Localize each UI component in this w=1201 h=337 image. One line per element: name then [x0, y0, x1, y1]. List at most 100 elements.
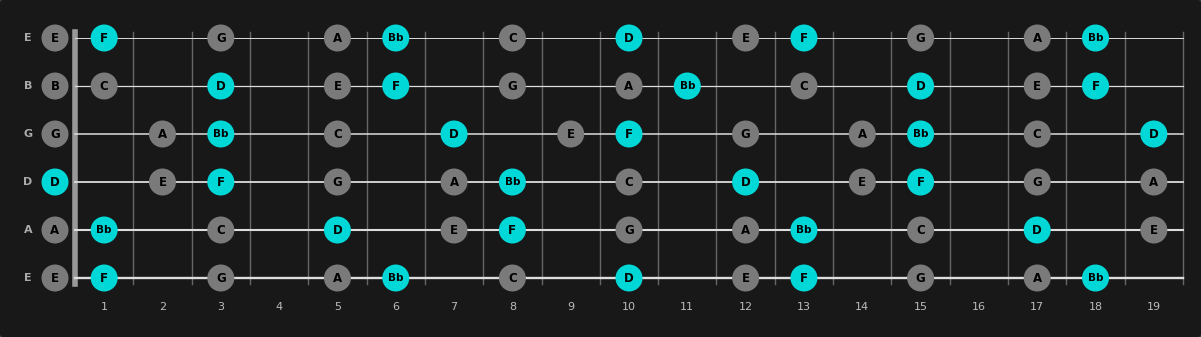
Text: C: C [800, 80, 808, 92]
Circle shape [382, 265, 410, 292]
Circle shape [324, 168, 351, 195]
Text: F: F [508, 223, 516, 237]
Circle shape [324, 216, 351, 244]
Circle shape [208, 72, 234, 99]
Circle shape [90, 265, 118, 292]
Circle shape [615, 72, 643, 99]
Text: 13: 13 [797, 302, 811, 312]
Text: A: A [1033, 272, 1041, 284]
Text: D: D [23, 177, 32, 187]
Circle shape [1023, 265, 1051, 292]
Text: 2: 2 [159, 302, 166, 312]
Ellipse shape [327, 131, 352, 145]
Text: Bb: Bb [388, 33, 404, 43]
Circle shape [1082, 265, 1109, 292]
Circle shape [42, 25, 68, 52]
Ellipse shape [43, 83, 70, 97]
Text: A: A [449, 176, 459, 188]
Circle shape [733, 25, 759, 52]
Circle shape [1140, 216, 1167, 244]
Text: D: D [50, 176, 60, 188]
Ellipse shape [327, 227, 352, 241]
Circle shape [907, 25, 934, 52]
Text: G: G [741, 127, 751, 141]
Ellipse shape [1142, 227, 1169, 241]
Ellipse shape [793, 227, 818, 241]
Circle shape [90, 72, 118, 99]
Ellipse shape [209, 179, 235, 193]
Text: 17: 17 [1030, 302, 1045, 312]
Text: G: G [216, 272, 226, 284]
Text: C: C [625, 176, 633, 188]
Ellipse shape [560, 131, 585, 145]
Text: C: C [508, 272, 516, 284]
Circle shape [42, 72, 68, 99]
Ellipse shape [92, 35, 119, 49]
Circle shape [615, 121, 643, 148]
Text: 19: 19 [1147, 302, 1161, 312]
Text: A: A [157, 127, 167, 141]
Ellipse shape [617, 275, 644, 289]
Ellipse shape [1026, 83, 1052, 97]
Text: D: D [216, 80, 226, 92]
Ellipse shape [1026, 179, 1052, 193]
Text: Bb: Bb [213, 129, 228, 139]
Text: F: F [800, 272, 808, 284]
Circle shape [324, 265, 351, 292]
Text: B: B [50, 80, 60, 92]
Circle shape [733, 168, 759, 195]
Circle shape [324, 25, 351, 52]
Text: E: E [50, 272, 59, 284]
Text: G: G [1033, 176, 1042, 188]
Ellipse shape [793, 35, 818, 49]
Text: G: G [915, 31, 926, 44]
Text: Bb: Bb [680, 81, 695, 91]
Text: A: A [625, 80, 634, 92]
Ellipse shape [327, 179, 352, 193]
Text: E: E [859, 176, 866, 188]
Text: E: E [159, 176, 167, 188]
Circle shape [1023, 121, 1051, 148]
Text: 4: 4 [275, 302, 282, 312]
Ellipse shape [852, 179, 877, 193]
Text: D: D [1033, 223, 1042, 237]
Circle shape [733, 121, 759, 148]
Circle shape [674, 72, 701, 99]
Text: 14: 14 [855, 302, 870, 312]
Text: 9: 9 [567, 302, 574, 312]
Ellipse shape [151, 179, 177, 193]
Ellipse shape [501, 227, 527, 241]
Circle shape [324, 121, 351, 148]
Text: Bb: Bb [1088, 273, 1104, 283]
Circle shape [733, 265, 759, 292]
Ellipse shape [43, 179, 70, 193]
Circle shape [149, 121, 177, 148]
Text: D: D [1149, 127, 1159, 141]
Text: Bb: Bb [796, 225, 812, 235]
Circle shape [324, 72, 351, 99]
Circle shape [208, 168, 234, 195]
Circle shape [90, 25, 118, 52]
Circle shape [208, 25, 234, 52]
Text: C: C [916, 223, 925, 237]
Ellipse shape [1085, 275, 1110, 289]
Circle shape [208, 121, 234, 148]
Text: G: G [508, 80, 518, 92]
Circle shape [382, 25, 410, 52]
Circle shape [615, 168, 643, 195]
Ellipse shape [734, 131, 760, 145]
Text: 11: 11 [680, 302, 694, 312]
Ellipse shape [617, 35, 644, 49]
Circle shape [557, 121, 584, 148]
Circle shape [907, 168, 934, 195]
Text: A: A [333, 272, 342, 284]
Text: G: G [216, 31, 226, 44]
Ellipse shape [443, 131, 468, 145]
Text: G: G [50, 127, 60, 141]
Circle shape [733, 216, 759, 244]
Circle shape [907, 216, 934, 244]
Ellipse shape [734, 35, 760, 49]
Text: E: E [24, 273, 31, 283]
Text: G: G [625, 223, 634, 237]
Ellipse shape [43, 227, 70, 241]
